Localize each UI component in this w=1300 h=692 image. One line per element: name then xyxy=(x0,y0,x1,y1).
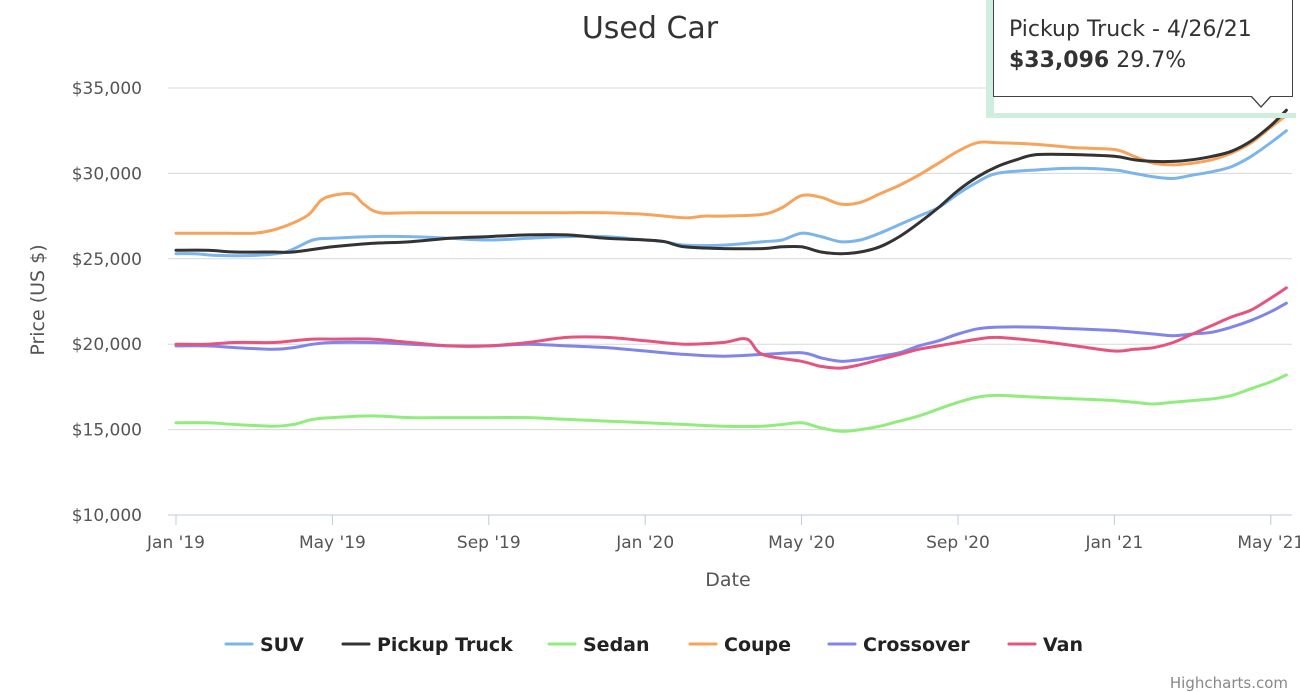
x-tick-label: Jan '20 xyxy=(615,533,674,553)
legend-item-pickup-truck[interactable]: Pickup Truck xyxy=(341,634,513,656)
legend-label: Crossover xyxy=(863,634,970,656)
legend-label: SUV xyxy=(260,634,304,656)
y-tick-label: $20,000 xyxy=(72,335,142,355)
legend-item-coupe[interactable]: Coupe xyxy=(688,634,791,656)
legend-item-sedan[interactable]: Sedan xyxy=(547,634,650,656)
y-tick-label: $25,000 xyxy=(72,250,142,270)
tooltip-arrow-inner xyxy=(1251,95,1271,106)
series-line-crossover xyxy=(174,301,1288,363)
tooltip-glow-bottom xyxy=(986,113,1296,118)
x-tick-label: May '21 xyxy=(1237,533,1300,553)
y-axis-title: Price (US $) xyxy=(27,244,49,355)
series-line-pickup-truck xyxy=(174,108,1288,256)
x-axis: Jan '19 May '19 Sep '19 Jan '20 May '20 Sep '… xyxy=(146,514,1300,553)
series-lines xyxy=(174,108,1288,433)
legend-item-crossover[interactable]: Crossover xyxy=(827,634,970,656)
legend-label: Pickup Truck xyxy=(377,634,513,656)
x-axis-title: Date xyxy=(705,569,750,591)
y-tick-label: $30,000 xyxy=(72,164,142,184)
legend-label: Coupe xyxy=(724,634,791,656)
x-tick-label: Sep '20 xyxy=(926,533,990,553)
series-line-coupe xyxy=(174,113,1288,235)
legend-label: Van xyxy=(1043,634,1083,656)
y-axis-ticks: $10,000 $15,000 $20,000 $25,000 $30,000 $35,0… xyxy=(72,79,142,526)
legend-item-van[interactable]: Van xyxy=(1007,634,1083,656)
x-tick-label: Jan '21 xyxy=(1084,533,1143,553)
y-tick-label: $15,000 xyxy=(72,421,142,441)
x-tick-label: Sep '19 xyxy=(457,533,521,553)
series-line-suv xyxy=(174,129,1288,258)
tooltip-body: $33,096 29.7% xyxy=(1009,45,1278,76)
legend: SUV Pickup Truck Sedan Coupe Crossover Van xyxy=(224,634,1083,656)
chart-title: Used Car xyxy=(582,11,719,46)
grid-lines xyxy=(168,87,1292,431)
tooltip-glow xyxy=(986,0,994,118)
x-tick-label: May '19 xyxy=(299,533,366,553)
tooltip: Pickup Truck - 4/26/21 $33,096 29.7% xyxy=(993,0,1293,97)
x-tick-label: Jan '19 xyxy=(146,533,205,553)
tooltip-value: $33,096 xyxy=(1009,48,1110,73)
tooltip-header: Pickup Truck - 4/26/21 xyxy=(1009,17,1252,42)
x-tick-label: May '20 xyxy=(768,533,835,553)
credits-link[interactable]: Highcharts.com xyxy=(1170,674,1288,692)
y-tick-label: $35,000 xyxy=(72,79,142,99)
y-tick-label: $10,000 xyxy=(72,506,142,526)
tooltip-change: 29.7% xyxy=(1116,48,1187,73)
series-line-sedan xyxy=(174,373,1288,433)
series-line-van xyxy=(174,286,1288,370)
legend-label: Sedan xyxy=(583,634,650,656)
legend-item-suv[interactable]: SUV xyxy=(224,634,304,656)
